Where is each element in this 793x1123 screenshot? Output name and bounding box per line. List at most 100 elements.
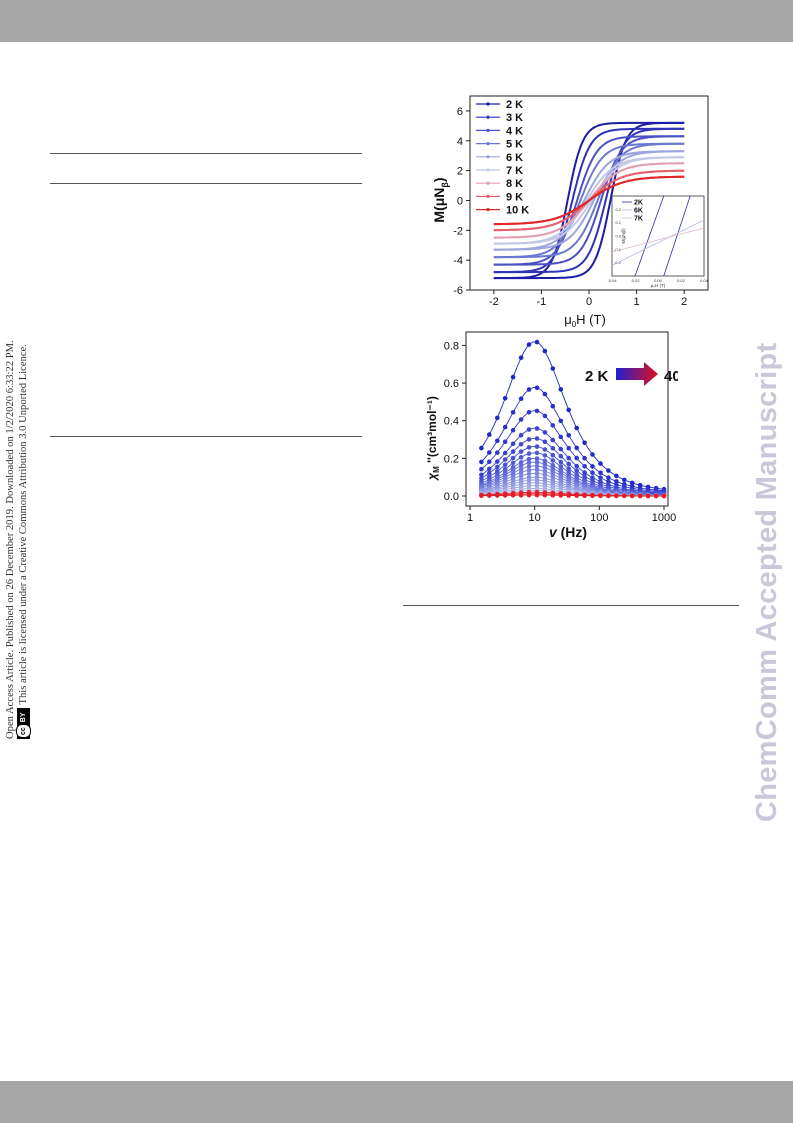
ac-data-point (542, 465, 548, 471)
inset-x-tick-label: -0.04 (607, 278, 617, 283)
ac-data-point (518, 460, 524, 465)
ac-data-point (510, 427, 516, 433)
ac-data-point (558, 418, 564, 424)
legend-label: 7 K (506, 165, 523, 177)
ac-data-point (550, 452, 556, 458)
ac-data-point (582, 464, 587, 469)
hysteresis-xlabel: μ0H (T) (564, 312, 606, 328)
y-tick-label: -6 (453, 285, 463, 297)
ac-data-point (582, 470, 587, 475)
legend-marker (486, 194, 490, 198)
cc-by-badge[interactable]: cc BY (16, 708, 31, 739)
ac-data-point (566, 455, 571, 461)
ac-data-point (495, 450, 500, 455)
ac-data-point (622, 477, 627, 483)
y-tick-label: 4 (457, 136, 463, 148)
inset-xlabel: μ₀H (T) (651, 283, 666, 288)
ac-data-point (518, 470, 524, 475)
ac-data-point (653, 493, 659, 499)
x-tick-label: 1 (467, 512, 473, 524)
ac-data-point (518, 433, 524, 438)
annotation-end-label: 40 K (664, 368, 678, 385)
ac-data-point (526, 464, 532, 469)
ac-data-point (495, 415, 500, 421)
y-tick-label: 0.4 (444, 416, 459, 428)
ac-data-point (502, 439, 508, 445)
ac-data-point (582, 493, 587, 498)
inset-line-6k (611, 219, 705, 266)
ac-data-point (495, 468, 500, 474)
hysteresis-branch-down (493, 142, 685, 259)
ac-data-point (622, 493, 627, 499)
top-bar (0, 0, 793, 42)
ac-data-point (526, 456, 532, 462)
ac-data-point (526, 460, 532, 466)
y-tick-label: 0.2 (444, 453, 459, 465)
ac-data-point (574, 455, 579, 461)
ac-data-point (479, 493, 484, 498)
ac-data-point (574, 425, 579, 431)
ac-data-point (510, 460, 516, 466)
inset-line-7k (611, 227, 705, 253)
ac-data-point (614, 493, 619, 499)
ac-plot-frame (465, 331, 669, 507)
ac-data-point (590, 493, 595, 499)
accepted-manuscript-watermark: ChemComm Accepted Manuscript (751, 342, 783, 822)
ac-data-point (534, 467, 540, 472)
hysteresis-series (493, 121, 685, 280)
ac-data-point (479, 459, 484, 465)
ac-data-point (574, 493, 579, 498)
x-tick-label: 100 (590, 512, 608, 524)
hysteresis-axes: -2 -1 0 1 2 -6 -4 -2 0 2 4 6 (453, 95, 709, 308)
ac-data-point (518, 417, 524, 422)
figure-caption-rule (403, 605, 739, 606)
ac-data-point (518, 396, 524, 401)
ac-data-point (598, 461, 603, 466)
ac-data-point (542, 453, 548, 458)
x-tick-label: 10 (529, 512, 541, 524)
y-tick-label: 0.6 (444, 378, 459, 390)
y-tick-label: -4 (453, 255, 463, 267)
license-line-2[interactable]: This article is licensed under a Creativ… (18, 344, 29, 705)
ac-data-point (582, 455, 587, 461)
ac-data-point (558, 493, 564, 498)
ac-data-point (495, 493, 500, 498)
ac-data-point (502, 396, 508, 401)
ac-data-point (526, 467, 532, 473)
annotation-start-label: 2 K (585, 368, 609, 385)
ac-susceptibility-chart: 1 10 100 1000 0.0 0.2 0.4 0.6 0.8 2 K 40 K χM ''… (425, 331, 678, 540)
inset-x-tick-label: 0.00 (654, 278, 663, 283)
ac-data-point (502, 457, 508, 462)
ac-data-point (502, 462, 508, 468)
ac-data-point (502, 493, 508, 498)
license-line-1: Open Access Article. Published on 26 Dec… (5, 340, 16, 739)
ac-data-point (582, 440, 587, 446)
ac-data-point (479, 472, 484, 478)
ac-data-point (534, 385, 540, 391)
bottom-bar (0, 1081, 793, 1123)
ac-data-point (598, 493, 603, 499)
legend-marker (486, 208, 490, 212)
temperature-arrow-annotation: 2 K 40 K (585, 362, 678, 386)
legend-label: 4 K (506, 125, 523, 137)
legend-marker (486, 142, 490, 146)
by-label: BY (20, 712, 27, 723)
ac-data-point (487, 493, 492, 498)
inset-frame (611, 195, 705, 277)
ac-data-point (606, 475, 611, 480)
ac-data-point (590, 452, 595, 457)
ac-data-point (534, 444, 540, 449)
inset-line-2k-b (663, 195, 691, 277)
ac-data-point (542, 439, 548, 445)
ac-data-point (574, 445, 579, 451)
ac-data-point (518, 466, 524, 472)
ac-data-point (510, 493, 516, 498)
ac-data-point (534, 339, 540, 345)
hysteresis-branch-down (493, 127, 685, 274)
legend-marker (486, 168, 490, 172)
ac-ylabel: χM ''(cm³mol⁻¹) (425, 396, 441, 482)
ac-data-point (550, 492, 556, 498)
ac-data-point (598, 470, 603, 476)
table-rule-header (50, 183, 362, 184)
ac-data-point (526, 471, 532, 477)
